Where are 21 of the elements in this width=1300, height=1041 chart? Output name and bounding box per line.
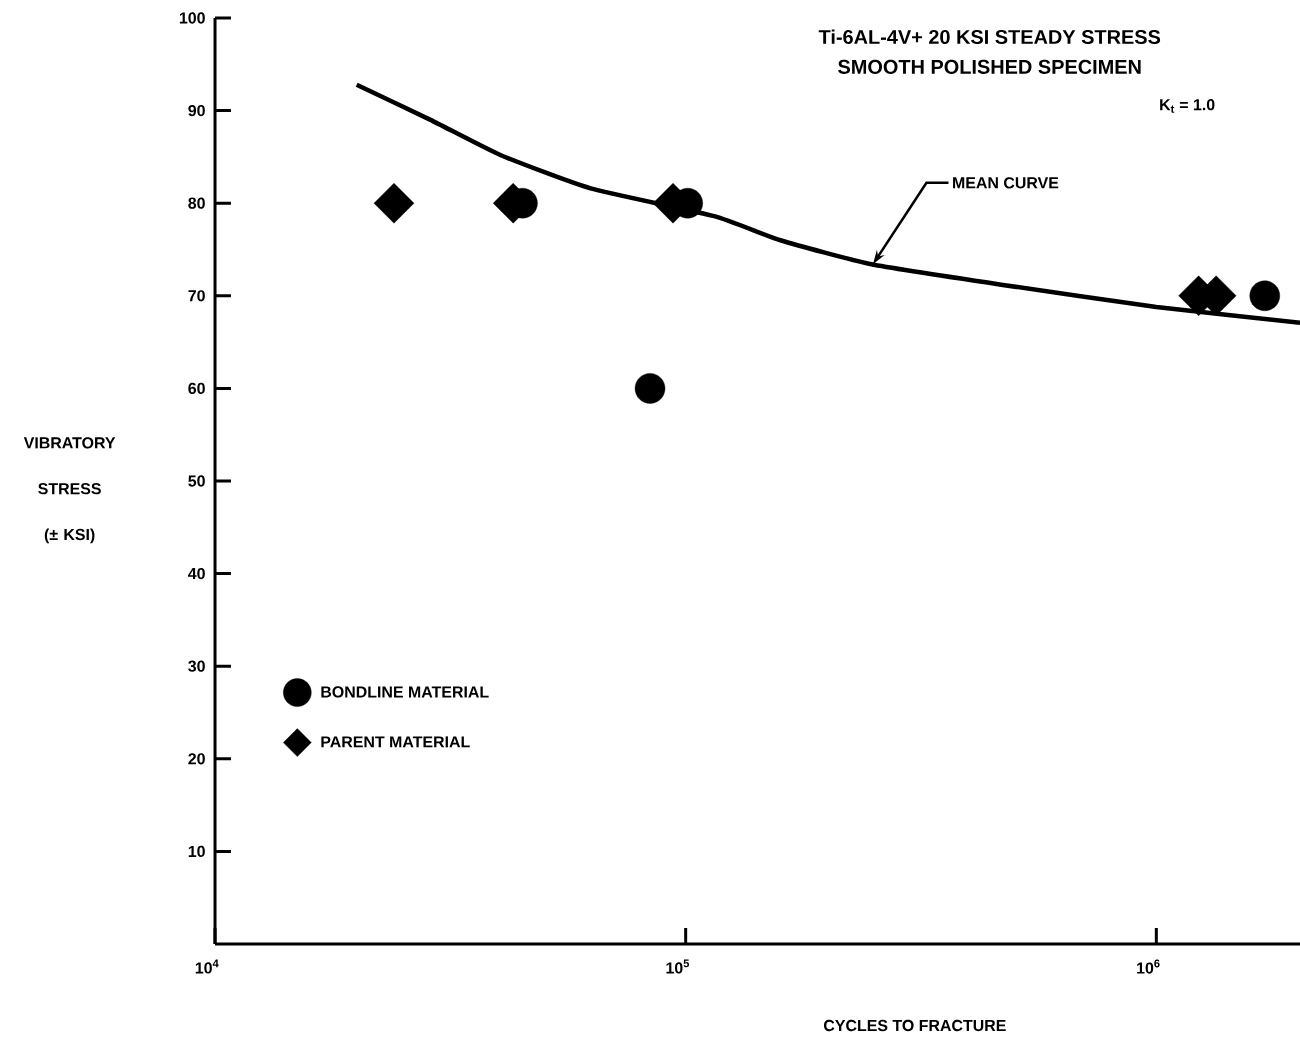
- text: SMOOTH POLISHED SPECIMEN: [838, 59, 1141, 74]
- y-tick-label: 80: [188, 197, 205, 209]
- x-tick-label: 10$^{4}$: [195, 959, 219, 974]
- y-tick-label: 10: [188, 845, 205, 858]
- annotation: K$_{t}$ = 1.0: [1160, 99, 1215, 113]
- x-tick-label: 10$^{6}$: [1137, 959, 1160, 974]
- x-axis-title: CYCLES TO FRACTURE: [824, 1019, 1006, 1032]
- y-tick-label: 90: [188, 104, 205, 117]
- legend-label: BONDLINE MATERIAL: [321, 686, 489, 698]
- legend-label: PARENT MATERIAL: [321, 736, 470, 748]
- annotation: MEAN CURVE: [953, 177, 1059, 189]
- y-tick-label: 40: [188, 567, 205, 580]
- y-tick-label: 30: [188, 660, 205, 672]
- y-tick-label: 20: [188, 753, 205, 765]
- x-tick-label: 10$^{5}$: [666, 959, 690, 974]
- chart-title: Ti-6AL-4V+ 20 KSI STEADY STRESS: [818, 29, 1161, 45]
- text: VIBRATORY STRESS (± KSI): [23, 437, 116, 544]
- y-tick-label: 100: [179, 12, 205, 24]
- y-tick-label: 60: [188, 382, 205, 395]
- y-tick-label: 50: [188, 475, 205, 487]
- y-tick-label: 70: [188, 290, 205, 302]
